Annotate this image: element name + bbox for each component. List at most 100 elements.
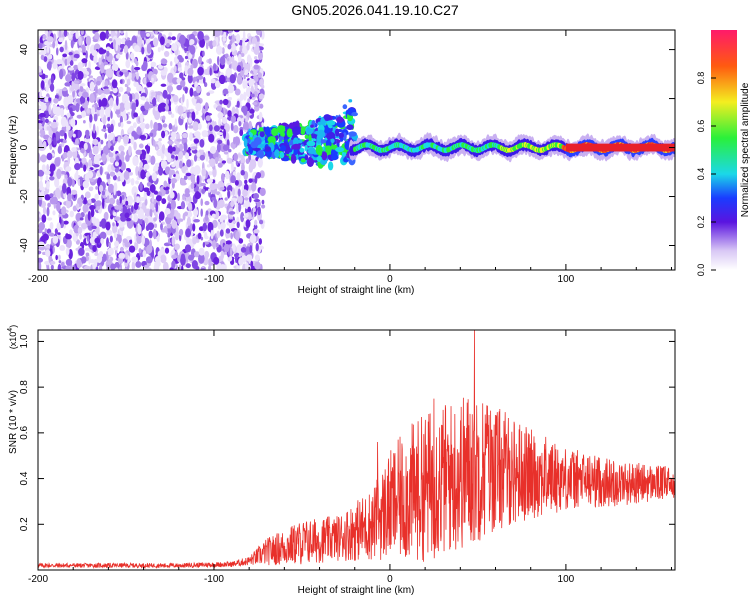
noise-blob (219, 263, 227, 270)
noise-blob (175, 155, 178, 161)
noise-blob (232, 125, 239, 134)
noise-blob (213, 198, 218, 209)
noise-blob (103, 211, 109, 221)
noise-blob (211, 196, 216, 201)
noise-blob (54, 228, 59, 234)
noise-blob (240, 211, 245, 223)
onset-blob (276, 125, 286, 134)
noise-blob (179, 34, 186, 45)
noise-blob (107, 126, 112, 134)
snr-ytick-label: 0.4 (19, 471, 30, 485)
noise-blob (75, 30, 79, 40)
noise-blob (38, 228, 43, 234)
noise-blob (54, 177, 60, 188)
spectrogram-frame (37, 29, 676, 271)
noise-blob (108, 33, 111, 37)
noise-blob (164, 189, 170, 195)
noise-blob (39, 128, 46, 138)
noise-blob (133, 141, 137, 151)
noise-blob (47, 54, 53, 60)
noise-blob (157, 46, 161, 53)
noise-blob (133, 45, 140, 52)
noise-blob (166, 152, 172, 163)
onset-blob (267, 136, 276, 144)
noise-blob (70, 38, 74, 49)
noise-blob (180, 201, 186, 210)
noise-blob (134, 240, 139, 251)
noise-blob (236, 100, 240, 108)
onset-blob (326, 131, 336, 141)
noise-blob (235, 160, 239, 166)
noise-blob (46, 126, 50, 131)
noise-blob (156, 234, 160, 243)
noise-blob (201, 188, 206, 194)
noise-blob (231, 34, 235, 44)
noise-blob (47, 137, 52, 146)
noise-blob (98, 47, 104, 55)
noise-blob (109, 157, 115, 163)
noise-blob (204, 200, 210, 206)
noise-blob (79, 95, 86, 104)
noise-blob (120, 172, 125, 183)
noise-blob (186, 216, 191, 226)
noise-blob (133, 92, 140, 103)
noise-blob (163, 50, 170, 58)
noise-blob (178, 228, 184, 236)
noise-blob (82, 91, 89, 98)
snr-panel: -200 -100 0 100 0.2 0.4 0.6 0.8 1.0 Height of st… (7, 325, 676, 596)
noise-blob (38, 140, 43, 149)
noise-blob (100, 237, 104, 245)
noise-blob (38, 241, 45, 247)
noise-blob (77, 70, 84, 80)
noise-blob (141, 46, 145, 55)
noise-blob (154, 111, 161, 120)
noise-blob (38, 180, 44, 191)
noise-blob (103, 61, 109, 66)
noise-blob (107, 116, 111, 122)
noise-blob (238, 202, 241, 213)
noise-blob (174, 230, 180, 241)
noise-blob (42, 35, 47, 39)
noise-blob (182, 112, 187, 119)
noise-blob (96, 254, 103, 264)
noise-blob (44, 170, 51, 176)
noise-blob (171, 43, 178, 52)
onset-blob (327, 154, 332, 160)
colorbar-gradient (711, 30, 737, 270)
noise-blob (83, 197, 87, 205)
noise-blob (137, 224, 142, 235)
noise-blob (108, 38, 113, 42)
noise-blob (38, 152, 41, 163)
noise-blob (108, 152, 114, 158)
noise-blob (50, 260, 56, 265)
noise-blob (175, 212, 181, 220)
noise-blob (65, 97, 70, 106)
noise-blob (79, 86, 84, 93)
noise-blob (110, 145, 114, 152)
noise-blob (210, 121, 216, 126)
noise-blob (253, 199, 261, 203)
snr-ytick-label: 0.6 (19, 425, 30, 439)
noise-blob (193, 138, 200, 144)
noise-blob (163, 225, 168, 233)
noise-blob (218, 74, 226, 85)
noise-blob (202, 222, 208, 232)
noise-blob (152, 37, 159, 47)
noise-blob (202, 50, 205, 57)
noise-blob (240, 70, 245, 77)
noise-blob (202, 76, 206, 84)
noise-blob (59, 245, 66, 251)
noise-blob (45, 83, 50, 93)
snr-ytick-label: 0.2 (19, 517, 30, 531)
noise-blob (171, 260, 176, 269)
noise-blob (220, 222, 226, 230)
onset-blob (259, 131, 265, 138)
noise-blob (60, 170, 67, 175)
noise-blob (146, 182, 152, 187)
noise-blob (90, 264, 93, 270)
noise-blob (236, 172, 241, 182)
noise-blob (69, 107, 73, 115)
noise-blob (133, 66, 141, 71)
noise-blob (66, 150, 73, 159)
snr-xtick-label: 100 (558, 574, 575, 585)
